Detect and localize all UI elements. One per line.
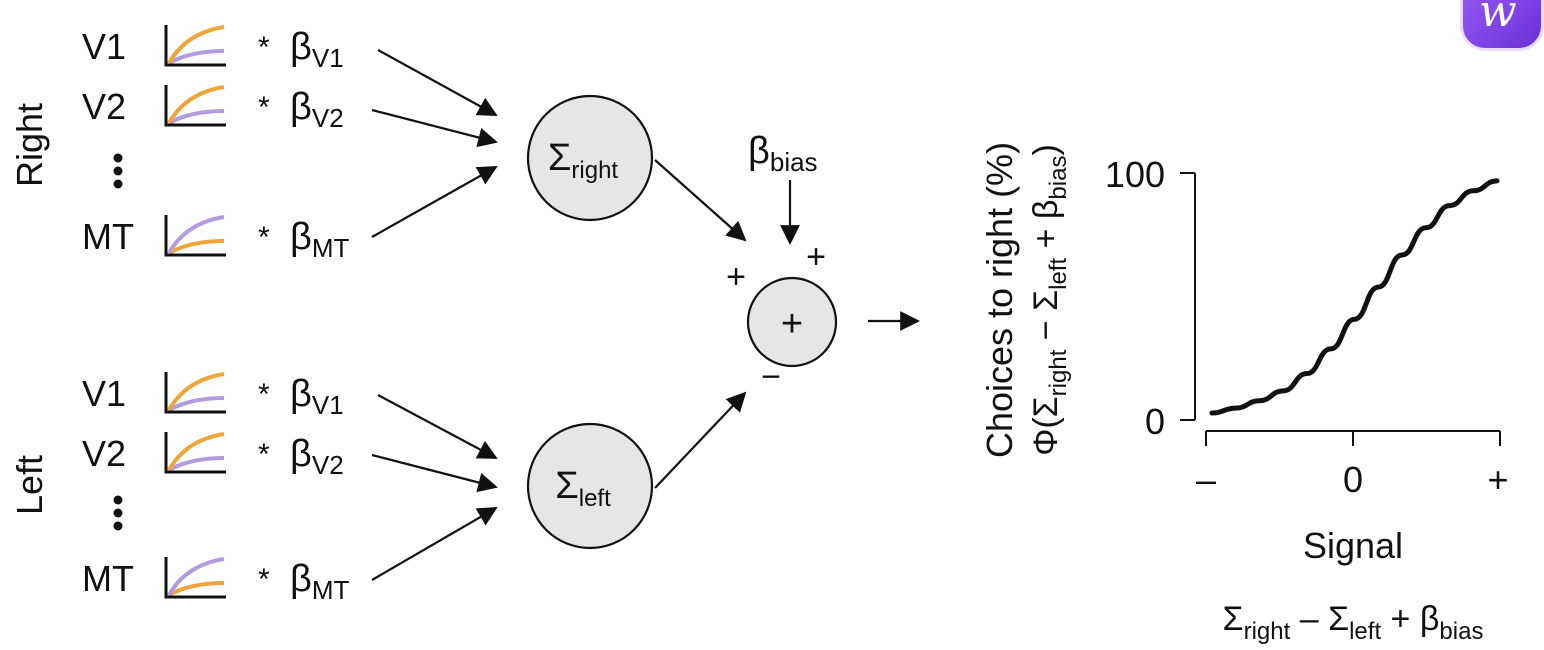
sum-sub: right <box>571 157 618 184</box>
area-label: V2 <box>82 86 126 127</box>
label-part: + β <box>1381 600 1439 638</box>
arrow-sum-right-to-node <box>654 159 747 242</box>
arrow-left-mt <box>371 507 498 581</box>
input-arrows <box>371 49 920 581</box>
multiply-sign: * <box>258 563 270 596</box>
beta-sub: V2 <box>312 450 344 480</box>
svg-text:Σleft: Σleft <box>555 465 611 512</box>
beta-symbol: β <box>290 86 312 128</box>
mini-curve-icon <box>164 215 226 257</box>
sign-minus-left: − <box>761 358 781 396</box>
arrow-left-v1 <box>377 394 498 459</box>
bias-sub: bias <box>770 147 818 177</box>
arrow-left-v2 <box>371 453 498 493</box>
multiply-sign: * <box>258 438 270 471</box>
arrow-sum-left-to-node <box>654 391 747 489</box>
beta-sub: MT <box>312 233 350 263</box>
beta-label: βMT <box>290 216 350 263</box>
input-row-right-mt: MT * βMT <box>82 215 350 263</box>
input-row-right-v2: V2 * βV2 <box>82 85 344 133</box>
sigmoid-curve <box>1209 178 1500 416</box>
arrow-right-mt <box>371 166 498 238</box>
multiply-sign: * <box>258 221 270 254</box>
beta-sub: V1 <box>312 390 344 420</box>
label-sub: right <box>1244 618 1291 645</box>
beta-label: βV2 <box>290 86 344 133</box>
combine-node: + <box>746 276 838 368</box>
area-label: V2 <box>82 433 126 474</box>
label-part: – Σ <box>1290 600 1349 638</box>
sum-node-left: Σleft <box>526 422 654 550</box>
sum-node-right: Σright <box>526 94 654 222</box>
ellipsis-right <box>113 153 123 189</box>
sign-plus-right: + <box>726 258 746 296</box>
svg-text:Σright: Σright <box>548 137 619 184</box>
label-sub: bias <box>1439 618 1483 645</box>
bias-beta: β <box>748 130 770 172</box>
y-axis-label-1: Choices to right (%) <box>979 142 1020 458</box>
beta-symbol: β <box>290 216 312 258</box>
beta-symbol: β <box>290 26 312 68</box>
beta-label: βV1 <box>290 373 344 420</box>
x-tick-label-max: + <box>1487 459 1508 500</box>
label-part: ) <box>1027 144 1065 155</box>
beta-symbol: β <box>290 433 312 475</box>
sum-sub: left <box>579 485 611 512</box>
ellipsis-left <box>113 495 123 531</box>
beta-label: βMT <box>290 558 350 605</box>
sigmoid-chart: 100 0 – 0 + Signal Σright – Σleft + βbia… <box>1105 154 1509 645</box>
area-label: V1 <box>82 26 126 67</box>
area-label: MT <box>82 558 134 599</box>
mini-curve-icon <box>164 372 226 414</box>
group-label-right: Right <box>9 103 50 187</box>
mini-curve-icon <box>164 25 226 67</box>
area-label: MT <box>82 216 134 257</box>
label-part: Φ(Σ <box>1027 396 1065 455</box>
sign-plus-bias: + <box>806 238 826 276</box>
input-row-left-mt: MT * βMT <box>82 557 350 605</box>
y-tick-label-100: 100 <box>1105 154 1165 195</box>
y-axis-label-2: Φ(Σright − Σleft + βbias) <box>1027 144 1072 456</box>
x-axis-label: Signal <box>1303 525 1403 566</box>
x-tick-label-min: – <box>1196 459 1216 500</box>
arrow-right-v2 <box>371 108 498 148</box>
bias-label: βbias <box>748 130 818 177</box>
beta-label: βV1 <box>290 26 344 73</box>
y-tick-label-0: 0 <box>1145 401 1165 442</box>
label-part: Σ <box>1223 600 1244 638</box>
multiply-sign: * <box>258 91 270 124</box>
mini-curve-icon <box>164 85 226 127</box>
x-axis-label-2: Σright – Σleft + βbias <box>1223 600 1484 645</box>
mini-curve-icon <box>164 432 226 474</box>
sum-symbol: Σ <box>555 465 579 507</box>
x-tick-label-zero: 0 <box>1343 459 1363 500</box>
beta-sub: V1 <box>312 43 344 73</box>
label-sub: left <box>1349 618 1381 645</box>
combine-node-plus: + <box>781 303 803 345</box>
beta-sub: V2 <box>312 103 344 133</box>
beta-symbol: β <box>290 558 312 600</box>
multiply-sign: * <box>258 31 270 64</box>
sum-symbol: Σ <box>548 137 572 179</box>
group-label-left: Left <box>9 455 50 515</box>
arrow-right-v1 <box>377 49 498 116</box>
multiply-sign: * <box>258 378 270 411</box>
beta-label: βV2 <box>290 433 344 480</box>
label-sub: right <box>1045 349 1072 396</box>
mini-curve-icon <box>164 557 226 599</box>
label-sub: left <box>1045 258 1072 290</box>
beta-symbol: β <box>290 373 312 415</box>
label-part: − Σ <box>1027 290 1065 350</box>
input-row-right-v1: V1 * βV1 <box>82 25 344 73</box>
beta-sub: MT <box>312 575 350 605</box>
input-row-left-v2: V2 * βV2 <box>82 432 344 480</box>
label-part: + β <box>1027 200 1065 258</box>
app-logo: w <box>1463 0 1541 48</box>
area-label: V1 <box>82 373 126 414</box>
logo-glyph-icon: w <box>1479 0 1517 37</box>
input-row-left-v1: V1 * βV1 <box>82 372 344 420</box>
label-sub: bias <box>1045 156 1072 200</box>
